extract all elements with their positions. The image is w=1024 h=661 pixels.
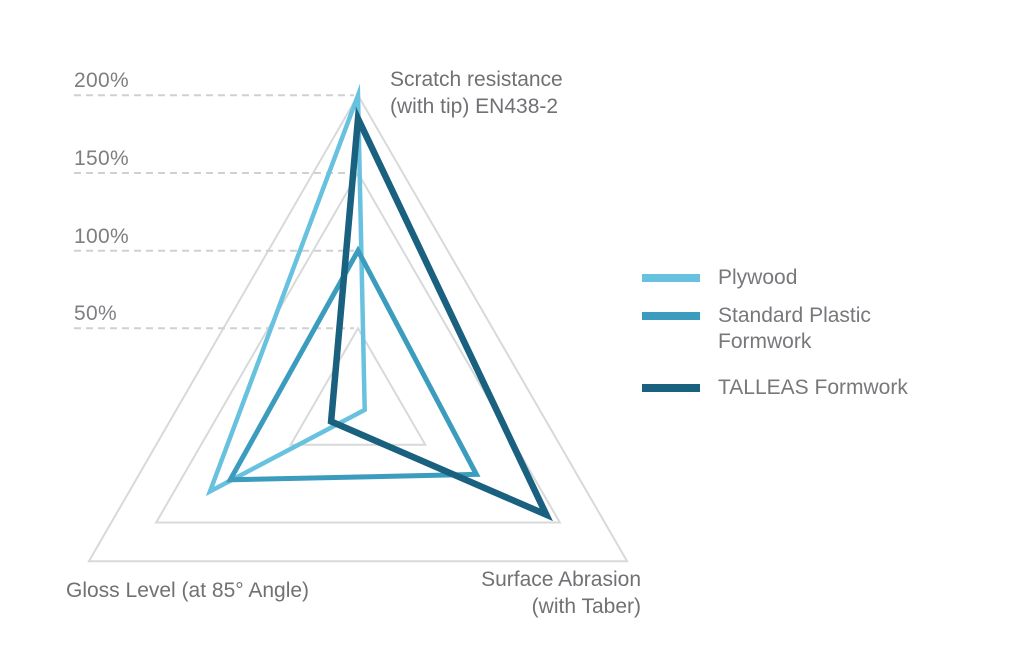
axis-label-scratch-line2: (with tip) EN438-2 — [390, 95, 559, 118]
scale-tick-50: 50% — [74, 302, 117, 325]
grid-triangle-50 — [288, 326, 428, 446]
axis-label-abrasion-line2: (with Taber) — [531, 595, 641, 618]
scale-tick-150: 150% — [74, 147, 129, 170]
legend-item-talleas-formwork: TALLEAS Formwork — [642, 375, 908, 401]
scale-tick-100: 100% — [74, 225, 129, 248]
axis-label-abrasion-line1: Surface Abrasion — [481, 568, 641, 591]
series-polygon-standard-plastic-formwork — [225, 245, 481, 483]
axis-label-scratch-resistance: Scratch resistance (with tip) EN438-2 — [390, 66, 563, 120]
legend-item-standard-plastic-formwork: Standard Plastic Formwork — [642, 303, 943, 355]
legend-swatch-talleas-formwork — [642, 384, 700, 392]
legend-label-talleas-formwork: TALLEAS Formwork — [718, 376, 908, 399]
legend-swatch-standard-plastic-formwork — [642, 312, 700, 320]
series-polygon-talleas-formwork — [327, 106, 553, 522]
scale-tick-200: 200% — [74, 69, 129, 92]
legend-swatch-plywood — [642, 274, 700, 282]
axis-label-surface-abrasion: Surface Abrasion (with Taber) — [481, 566, 641, 620]
axis-label-gloss-level: Gloss Level (at 85° Angle) — [66, 579, 310, 602]
grid-triangle-150 — [154, 171, 562, 524]
legend-label-plywood: Plywood — [718, 266, 798, 289]
legend-label-standard-plastic-formwork: Standard Plastic Formwork — [718, 304, 871, 353]
legend-item-plywood: Plywood — [642, 265, 797, 291]
axis-label-scratch-line1: Scratch resistance — [390, 68, 563, 91]
